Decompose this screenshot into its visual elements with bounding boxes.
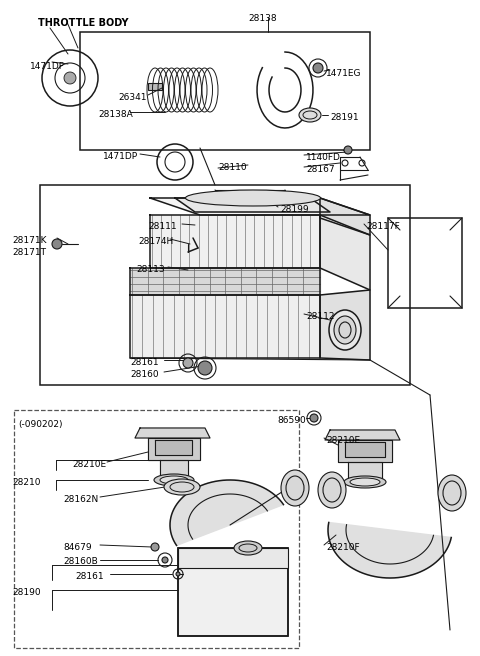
Polygon shape: [175, 198, 330, 212]
Polygon shape: [348, 462, 382, 482]
Text: 28210E: 28210E: [326, 436, 360, 445]
Ellipse shape: [438, 475, 466, 511]
Text: 28210E: 28210E: [72, 460, 106, 469]
Text: 1140FD: 1140FD: [306, 153, 341, 162]
Bar: [178, 548, 288, 568]
Text: 26341: 26341: [118, 93, 146, 102]
Ellipse shape: [234, 541, 262, 555]
Text: 86590: 86590: [277, 416, 306, 425]
Bar: [178, 548, 288, 636]
Text: 28199: 28199: [280, 205, 309, 214]
Bar: [178, 548, 288, 636]
Circle shape: [151, 543, 159, 551]
Text: 1471DP: 1471DP: [103, 152, 138, 161]
Text: 28110: 28110: [218, 163, 247, 172]
Text: 28162N: 28162N: [63, 495, 98, 504]
Polygon shape: [130, 268, 320, 295]
Ellipse shape: [344, 476, 386, 488]
Text: 28160B: 28160B: [63, 557, 98, 566]
Ellipse shape: [350, 478, 380, 486]
Bar: [14, 410, 299, 648]
Ellipse shape: [281, 470, 309, 506]
Polygon shape: [160, 460, 188, 480]
Polygon shape: [150, 215, 320, 268]
Polygon shape: [338, 440, 392, 462]
Circle shape: [162, 557, 168, 563]
Text: 28138A: 28138A: [98, 110, 133, 119]
Text: 28174H: 28174H: [138, 237, 173, 246]
Ellipse shape: [299, 108, 321, 122]
Text: 28167: 28167: [306, 165, 335, 174]
Polygon shape: [328, 522, 451, 578]
Polygon shape: [320, 198, 370, 235]
Circle shape: [313, 63, 323, 73]
Circle shape: [52, 239, 62, 249]
Text: 28161: 28161: [130, 358, 158, 367]
Text: 28113: 28113: [136, 265, 165, 274]
Circle shape: [310, 414, 318, 422]
Ellipse shape: [185, 190, 321, 206]
Text: 28161: 28161: [75, 572, 104, 581]
Polygon shape: [320, 215, 370, 290]
Text: THROTTLE BODY: THROTTLE BODY: [38, 18, 129, 28]
Text: 28191: 28191: [330, 113, 359, 122]
Text: 84679: 84679: [63, 543, 92, 552]
Polygon shape: [135, 428, 210, 438]
Ellipse shape: [164, 479, 200, 495]
Polygon shape: [150, 198, 370, 215]
Bar: [148, 83, 162, 90]
Text: 28112: 28112: [306, 312, 335, 321]
Text: 28171T: 28171T: [12, 248, 46, 257]
Text: 28111: 28111: [148, 222, 177, 231]
Text: 28171K: 28171K: [12, 236, 47, 245]
Bar: [80, 32, 370, 150]
Polygon shape: [130, 295, 320, 358]
Bar: [388, 218, 462, 308]
Polygon shape: [320, 290, 370, 360]
Circle shape: [176, 572, 180, 576]
Text: 1471DF: 1471DF: [30, 62, 65, 71]
Circle shape: [198, 361, 212, 375]
Polygon shape: [170, 480, 284, 545]
Polygon shape: [148, 438, 200, 460]
Text: 28210: 28210: [12, 478, 40, 487]
Text: 1471EG: 1471EG: [326, 69, 361, 78]
Ellipse shape: [318, 472, 346, 508]
Text: 28190: 28190: [12, 588, 41, 597]
Text: (-090202): (-090202): [18, 420, 62, 429]
Circle shape: [64, 72, 76, 84]
Polygon shape: [325, 430, 400, 440]
Circle shape: [183, 358, 193, 368]
Text: 28117F: 28117F: [366, 222, 400, 231]
Text: 28138: 28138: [248, 14, 276, 23]
Ellipse shape: [160, 476, 188, 484]
Polygon shape: [345, 442, 385, 457]
Text: 28210F: 28210F: [326, 543, 360, 552]
Polygon shape: [155, 440, 192, 455]
Text: 28160: 28160: [130, 370, 158, 379]
Ellipse shape: [329, 310, 361, 350]
Ellipse shape: [334, 316, 356, 344]
Bar: [40, 185, 410, 385]
Ellipse shape: [154, 474, 194, 486]
Circle shape: [344, 146, 352, 154]
